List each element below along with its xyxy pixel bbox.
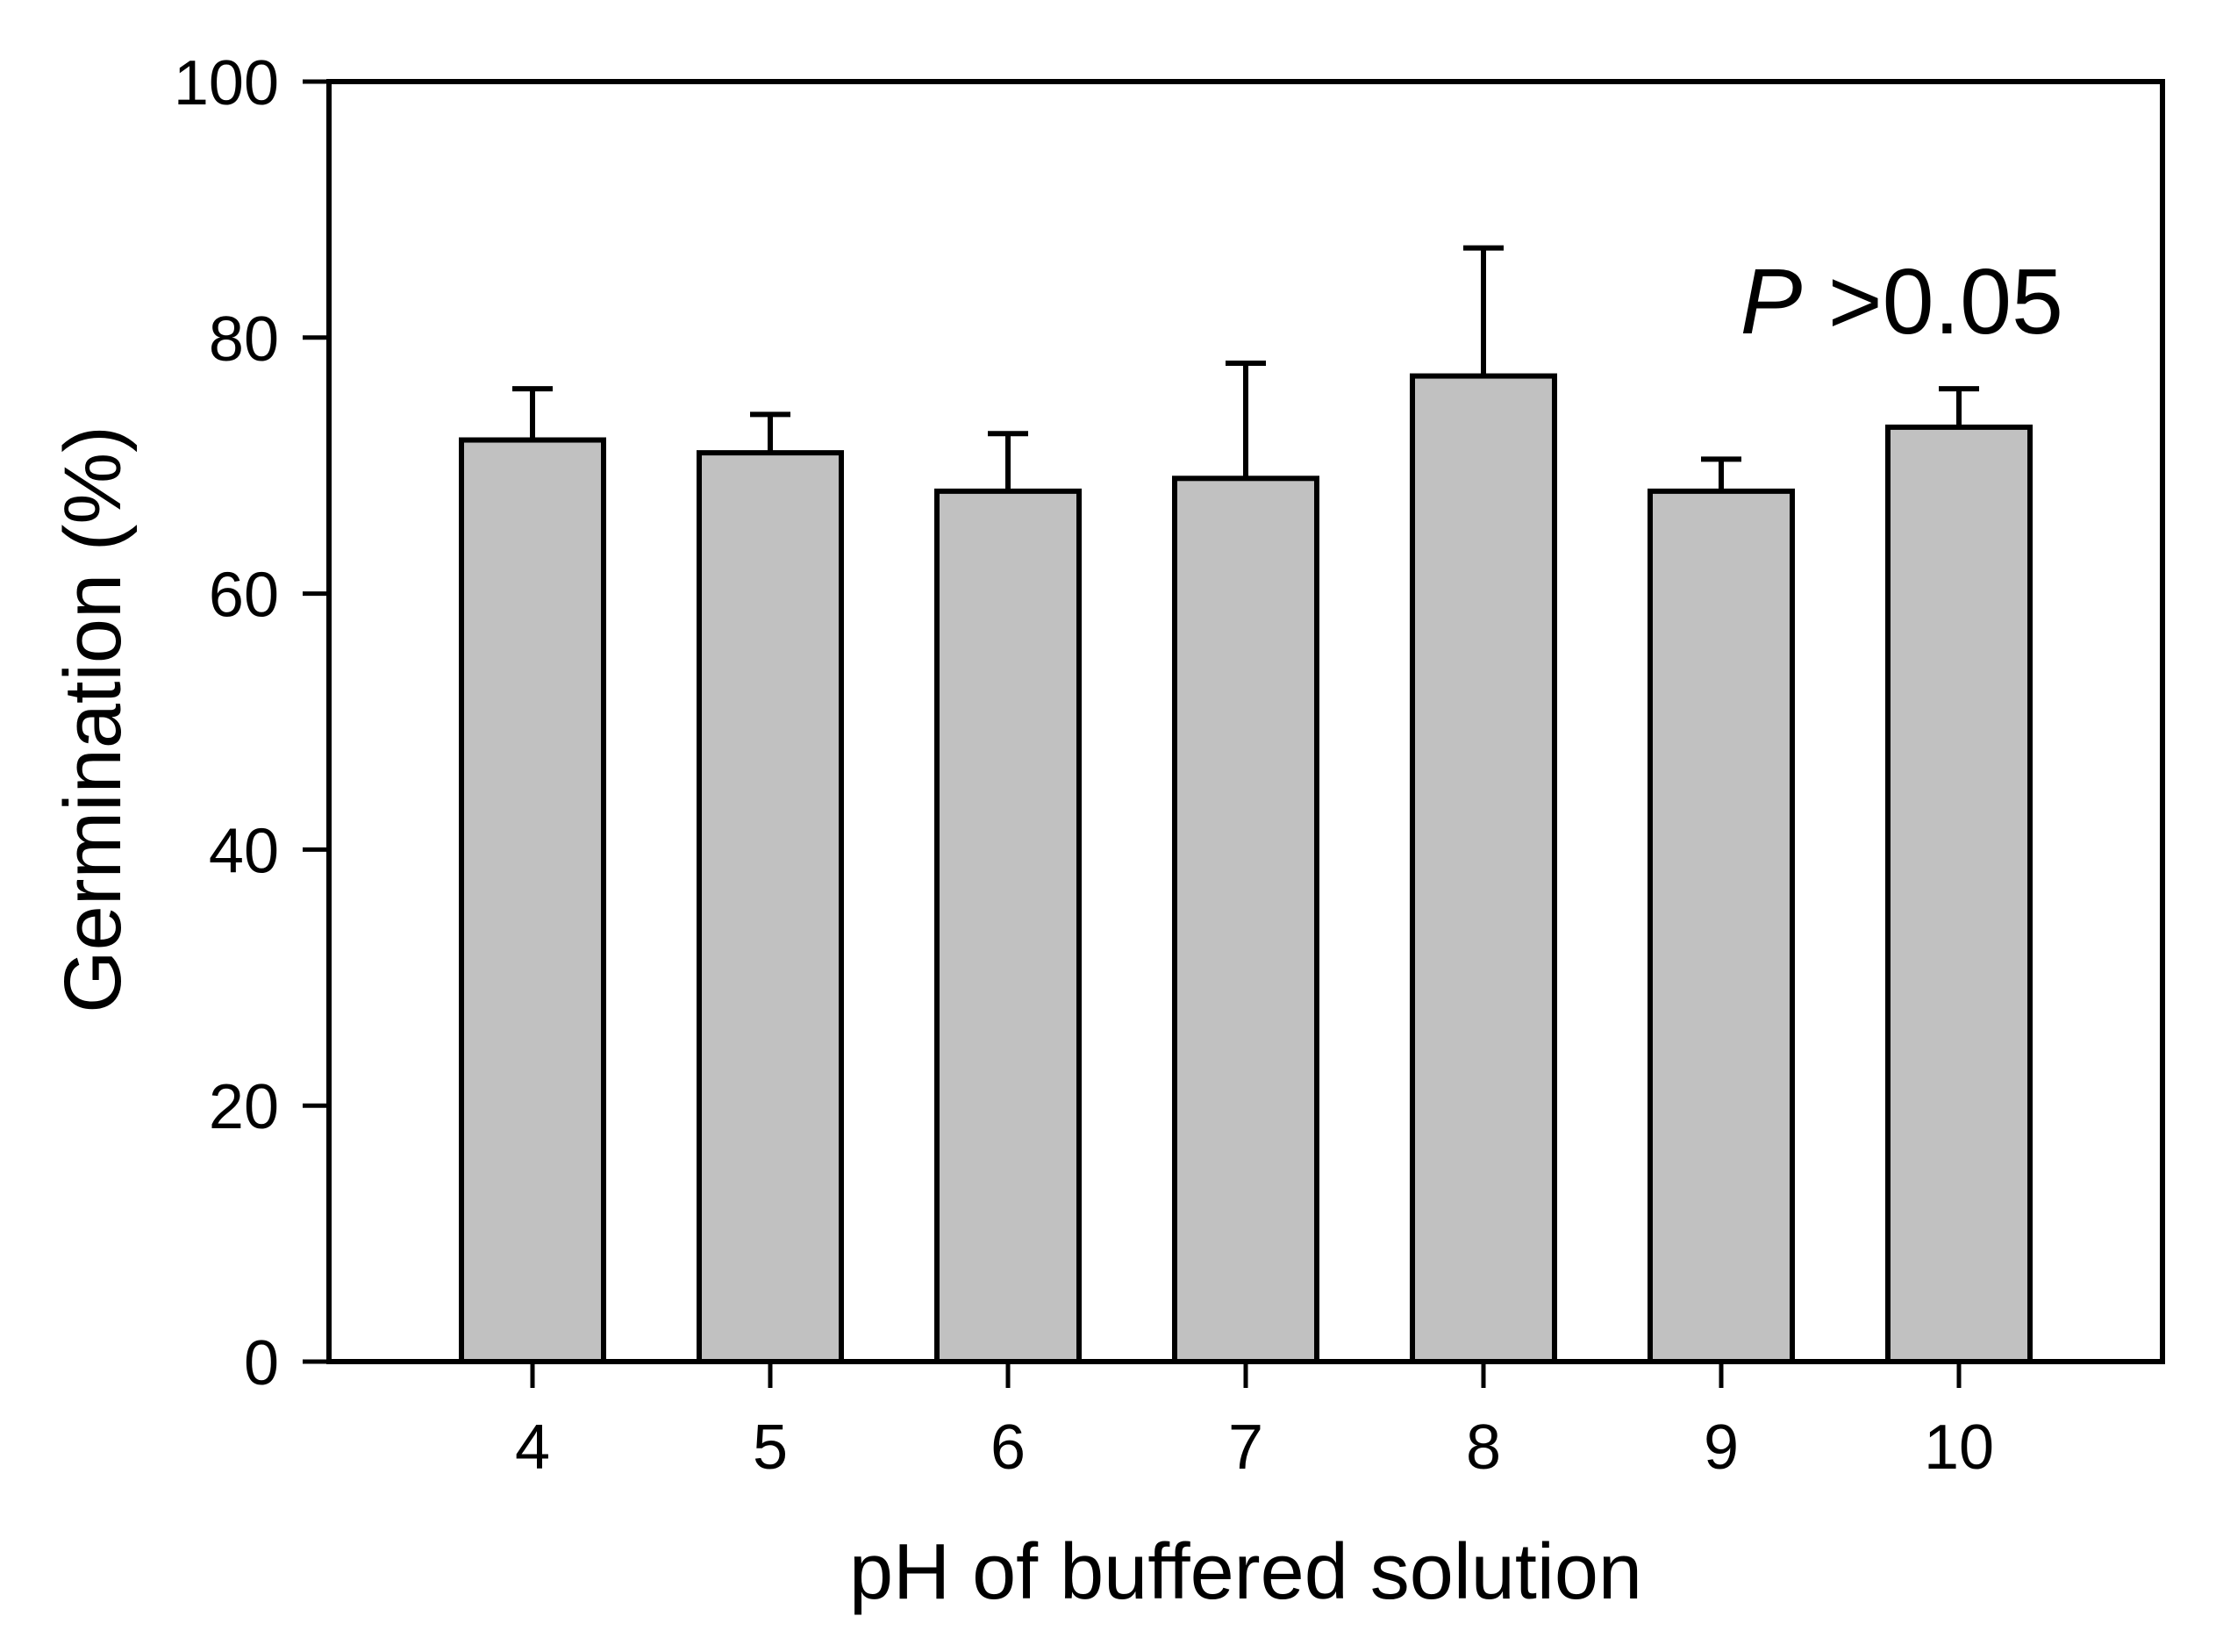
- x-tick-label-5: 5: [753, 1412, 788, 1483]
- y-tick-label-80: 80: [209, 304, 279, 375]
- bar-ph-8: [1410, 373, 1557, 1365]
- bar-ph-5: [697, 450, 844, 1364]
- y-axis-title: Germination (%): [48, 426, 138, 1013]
- x-axis-title: pH of buffered solution: [849, 1528, 1642, 1616]
- y-tick-label-40: 40: [209, 816, 279, 886]
- x-tick-label-7: 7: [1228, 1412, 1263, 1483]
- bar-ph-10: [1885, 424, 2033, 1364]
- x-tick-label-4: 4: [515, 1412, 550, 1483]
- x-tick-label-10: 10: [1924, 1412, 1994, 1483]
- bar-ph-4: [459, 437, 606, 1364]
- p-value-text: >0.05: [1802, 250, 2063, 354]
- bar-ph-7: [1172, 476, 1319, 1364]
- y-tick-label-20: 20: [209, 1072, 279, 1142]
- bar-ph-6: [934, 488, 1082, 1364]
- p-value-symbol: P: [1740, 250, 1803, 354]
- x-tick-label-9: 9: [1704, 1412, 1739, 1483]
- x-tick-label-6: 6: [990, 1412, 1026, 1483]
- p-value-annotation: P >0.05: [1637, 162, 2063, 441]
- y-tick-label-0: 0: [244, 1328, 279, 1398]
- y-tick-label-60: 60: [209, 561, 279, 631]
- x-tick-label-8: 8: [1466, 1412, 1501, 1483]
- y-tick-label-100: 100: [174, 48, 279, 118]
- bar-ph-9: [1648, 488, 1795, 1364]
